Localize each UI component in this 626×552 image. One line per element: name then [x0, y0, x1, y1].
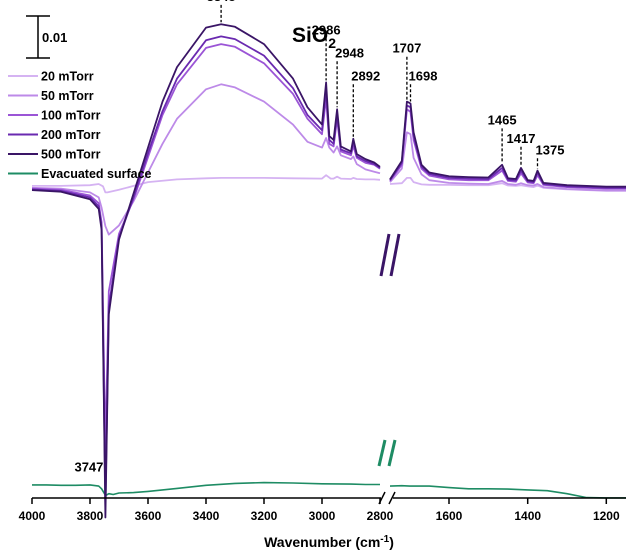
x-tick-label-1400: 1400 — [514, 509, 541, 523]
peak-label-1465: 1465 — [488, 112, 517, 127]
series-line-evacuated-surface-right — [389, 484, 626, 499]
chart-title: SiO2 — [292, 24, 336, 51]
series-line-20-mtorr-left — [32, 174, 381, 194]
scale-bar: 0.01 — [26, 15, 67, 59]
x-tick-label-4000: 4000 — [19, 509, 46, 523]
peak-label-1707: 1707 — [392, 41, 421, 56]
series-line-50-mtorr-left — [31, 83, 381, 236]
legend-label-5: Evacuated surface — [41, 167, 152, 181]
axis-break-mark — [378, 491, 396, 505]
x-tick-layer: 4000 3800 3600 3400 3200 3000 2800 1600 1400 1200 — [19, 498, 620, 523]
peak-label-1698: 1698 — [409, 68, 438, 83]
series-line-evacuated-surface-left — [32, 481, 380, 497]
x-axis-label: Wavenumber (cm-1) — [264, 534, 394, 550]
x-tick-label-3400: 3400 — [193, 509, 220, 523]
series-layer — [31, 23, 626, 519]
series-line-500-mtorr-left — [31, 23, 381, 519]
legend-label-0: 20 mTorr — [41, 70, 94, 84]
x-tick-label-3800: 3800 — [77, 509, 104, 523]
scale-bar-label: 0.01 — [42, 30, 67, 45]
x-tick-label-3000: 3000 — [309, 509, 336, 523]
x-tick-label-3200: 3200 — [251, 509, 278, 523]
series-line-50-mtorr-right — [389, 131, 626, 192]
peak-label-2892: 2892 — [351, 68, 380, 83]
peak-label-2986: 2986 — [312, 22, 341, 37]
legend-label-3: 200 mTorr — [41, 128, 101, 142]
x-tick-label-1600: 1600 — [436, 509, 463, 523]
peak-label-1375: 1375 — [536, 142, 565, 157]
legend-label-2: 100 mTorr — [41, 109, 101, 123]
data-break-marks — [377, 233, 401, 467]
x-tick-label-2800: 2800 — [367, 509, 394, 523]
peak-label-2948: 2948 — [335, 45, 364, 60]
peak-label-1417: 1417 — [507, 131, 536, 146]
x-tick-label-1200: 1200 — [593, 509, 620, 523]
series-line-500-mtorr-right — [389, 100, 626, 188]
legend-label-1: 50 mTorr — [41, 89, 94, 103]
x-tick-label-3600: 3600 — [135, 509, 162, 523]
legend-label-4: 500 mTorr — [41, 148, 101, 162]
x-axis: 4000 3800 3600 3400 3200 3000 2800 1600 1400 1200 — [19, 491, 626, 523]
peak-label-3747: 3747 — [74, 459, 103, 474]
legend: 20 mTorr 50 mTorr 100 mTorr 200 mTorr 500 mT… — [8, 70, 152, 181]
peak-label-3348: 3348 — [207, 0, 236, 4]
